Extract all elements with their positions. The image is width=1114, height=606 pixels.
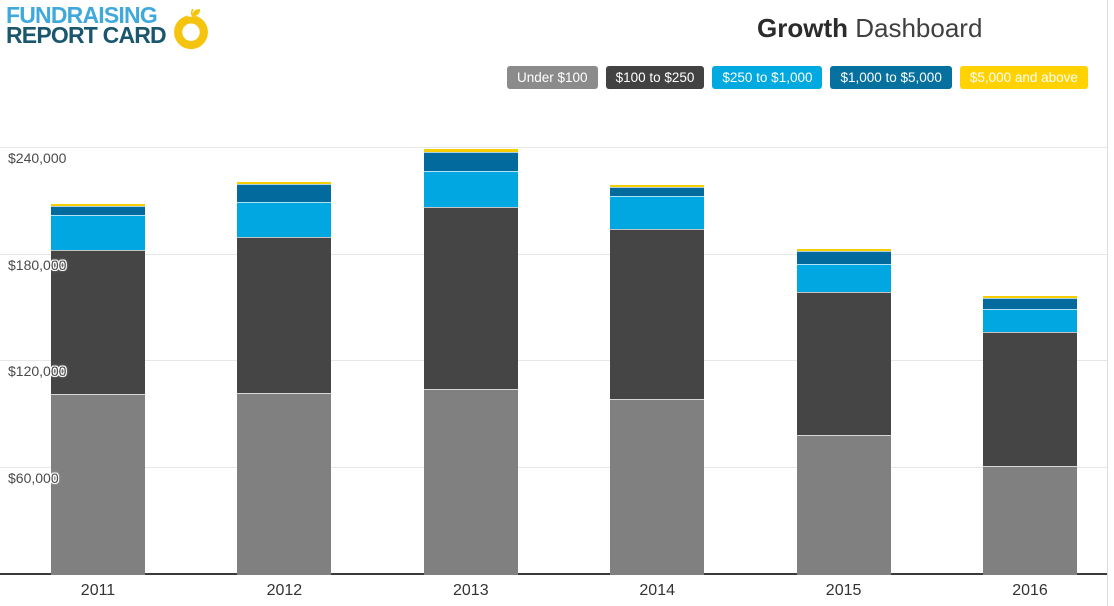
bar-segment[interactable]: [983, 295, 1077, 298]
legend-item-2[interactable]: $250 to $1,000: [712, 66, 823, 89]
fundraising-report-card-logo[interactable]: FUNDRAISING REPORT CARD: [6, 2, 213, 55]
page-title-bold: Growth: [757, 13, 848, 43]
bar-segment[interactable]: [237, 393, 332, 575]
logo-line-fundraising: FUNDRAISING: [6, 2, 158, 28]
bar-segment[interactable]: [51, 203, 145, 206]
bar-segment[interactable]: [237, 184, 332, 203]
legend-item-0[interactable]: Under $100: [507, 66, 598, 89]
bar-segment[interactable]: [423, 389, 518, 575]
x-tick-label: 2016: [1012, 582, 1048, 599]
gridline: [0, 360, 1107, 361]
y-tick-label: $180,000: [8, 256, 67, 273]
bar-segment[interactable]: [610, 398, 705, 575]
bar-segment[interactable]: [51, 393, 145, 575]
x-axis-line: [0, 573, 1107, 575]
bar-segment[interactable]: [423, 152, 518, 172]
bar-segment[interactable]: [423, 149, 518, 153]
bar-segment[interactable]: [423, 207, 518, 389]
bar-2013: [423, 149, 518, 575]
bar-segment[interactable]: [51, 214, 145, 250]
y-tick-label: $240,000: [8, 150, 67, 166]
bar-segment[interactable]: [796, 248, 891, 251]
legend-item-4[interactable]: $5,000 and above: [959, 66, 1088, 89]
legend-item-3[interactable]: $1,000 to $5,000: [830, 66, 952, 89]
bar-segment[interactable]: [237, 202, 332, 238]
bar-segment[interactable]: [983, 332, 1077, 466]
bar-segment[interactable]: [796, 250, 891, 264]
bar-segment[interactable]: [983, 466, 1077, 575]
x-tick-label: 2015: [825, 582, 862, 599]
logo-text: FUNDRAISING REPORT CARD: [6, 2, 167, 48]
gridline: [0, 466, 1107, 468]
apple-icon: [169, 7, 213, 55]
bar-segment[interactable]: [237, 182, 332, 185]
page-right-border: [1107, 0, 1108, 606]
x-tick-label: 2013: [453, 582, 489, 599]
page-title: Growth Dashboard: [757, 13, 982, 44]
y-tick-label: $120,000: [8, 363, 67, 379]
bar-segment[interactable]: [610, 195, 705, 229]
bar-segment[interactable]: [423, 171, 518, 208]
x-tick-label: 2011: [80, 582, 116, 599]
bar-segment[interactable]: [796, 263, 891, 292]
bar-2011: [51, 203, 145, 575]
legend-item-1[interactable]: $100 to $250: [605, 66, 705, 89]
bar-segment[interactable]: [51, 205, 145, 215]
bar-segment[interactable]: [796, 291, 891, 435]
gridline: [0, 253, 1107, 255]
gridline: [0, 147, 1107, 148]
bar-segment[interactable]: [610, 184, 705, 187]
logo-line-report-card: REPORT CARD: [6, 22, 167, 48]
legend: Under $100 $100 to $250 $250 to $1,000 $1,0…: [507, 66, 1088, 89]
page-title-regular: Dashboard: [855, 13, 983, 43]
bar-segment[interactable]: [983, 308, 1077, 332]
bar-2012: [237, 182, 332, 575]
bar-segment[interactable]: [796, 435, 891, 575]
bar-segment[interactable]: [610, 228, 705, 399]
bar-2015: [796, 248, 891, 575]
x-tick-label: 2014: [639, 582, 675, 599]
bar-segment[interactable]: [983, 297, 1077, 309]
x-tick-label: 2012: [266, 582, 303, 599]
bar-segment[interactable]: [237, 237, 332, 394]
bar-segment[interactable]: [51, 249, 145, 394]
bar-2016: [983, 295, 1077, 575]
bar-segment[interactable]: [610, 186, 705, 196]
y-tick-label: $60,000: [8, 469, 59, 486]
bar-2014: [610, 184, 705, 575]
